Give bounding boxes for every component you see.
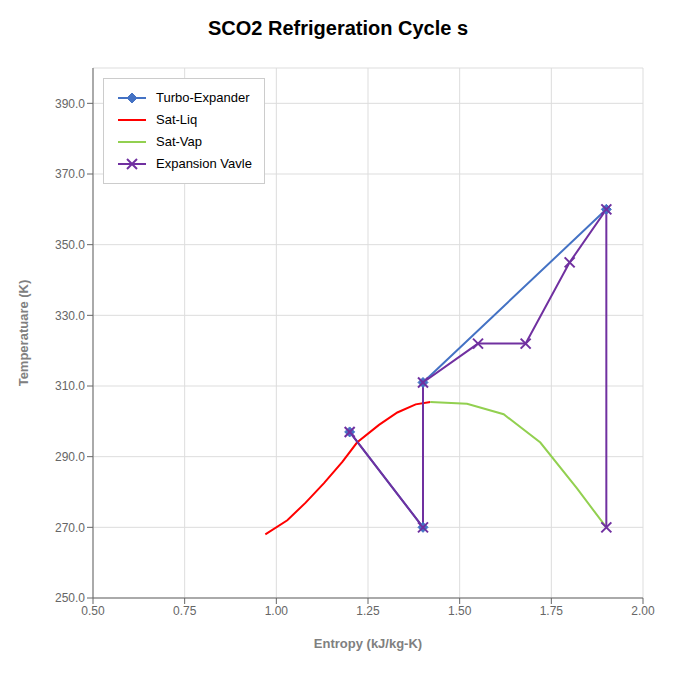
svg-text:1.75: 1.75	[540, 604, 564, 618]
svg-text:370.0: 370.0	[55, 167, 85, 181]
html-text:Sat-Liq: Sat-Liq	[156, 112, 198, 127]
html-text:Sat-Vap: Sat-Vap	[156, 134, 202, 149]
svg-text:0.75: 0.75	[173, 604, 197, 618]
html-text:Expansion Vavle: Expansion Vavle	[156, 156, 252, 171]
svg-text:2.00: 2.00	[631, 604, 655, 618]
svg-text:390.0: 390.0	[55, 97, 85, 111]
html-text:Turbo-Expander: Turbo-Expander	[156, 90, 250, 105]
svg-text:250.0: 250.0	[55, 591, 85, 605]
svg-text:310.0: 310.0	[55, 379, 85, 393]
svg-text:1.25: 1.25	[356, 604, 380, 618]
svg-text:350.0: 350.0	[55, 238, 85, 252]
svg-text:0.50: 0.50	[81, 604, 105, 618]
svg-text:1.50: 1.50	[448, 604, 472, 618]
svg-text:1.00: 1.00	[265, 604, 289, 618]
svg-text:Entropy (kJ/kg-K): Entropy (kJ/kg-K)	[314, 636, 422, 651]
html-text:SCO2 Refrigeration Cycle s: SCO2 Refrigeration Cycle s	[208, 17, 468, 39]
svg-text:290.0: 290.0	[55, 450, 85, 464]
svg-text:330.0: 330.0	[55, 309, 85, 323]
svg-text:Temperatuare (K): Temperatuare (K)	[16, 280, 31, 387]
svg-text:270.0: 270.0	[55, 521, 85, 535]
